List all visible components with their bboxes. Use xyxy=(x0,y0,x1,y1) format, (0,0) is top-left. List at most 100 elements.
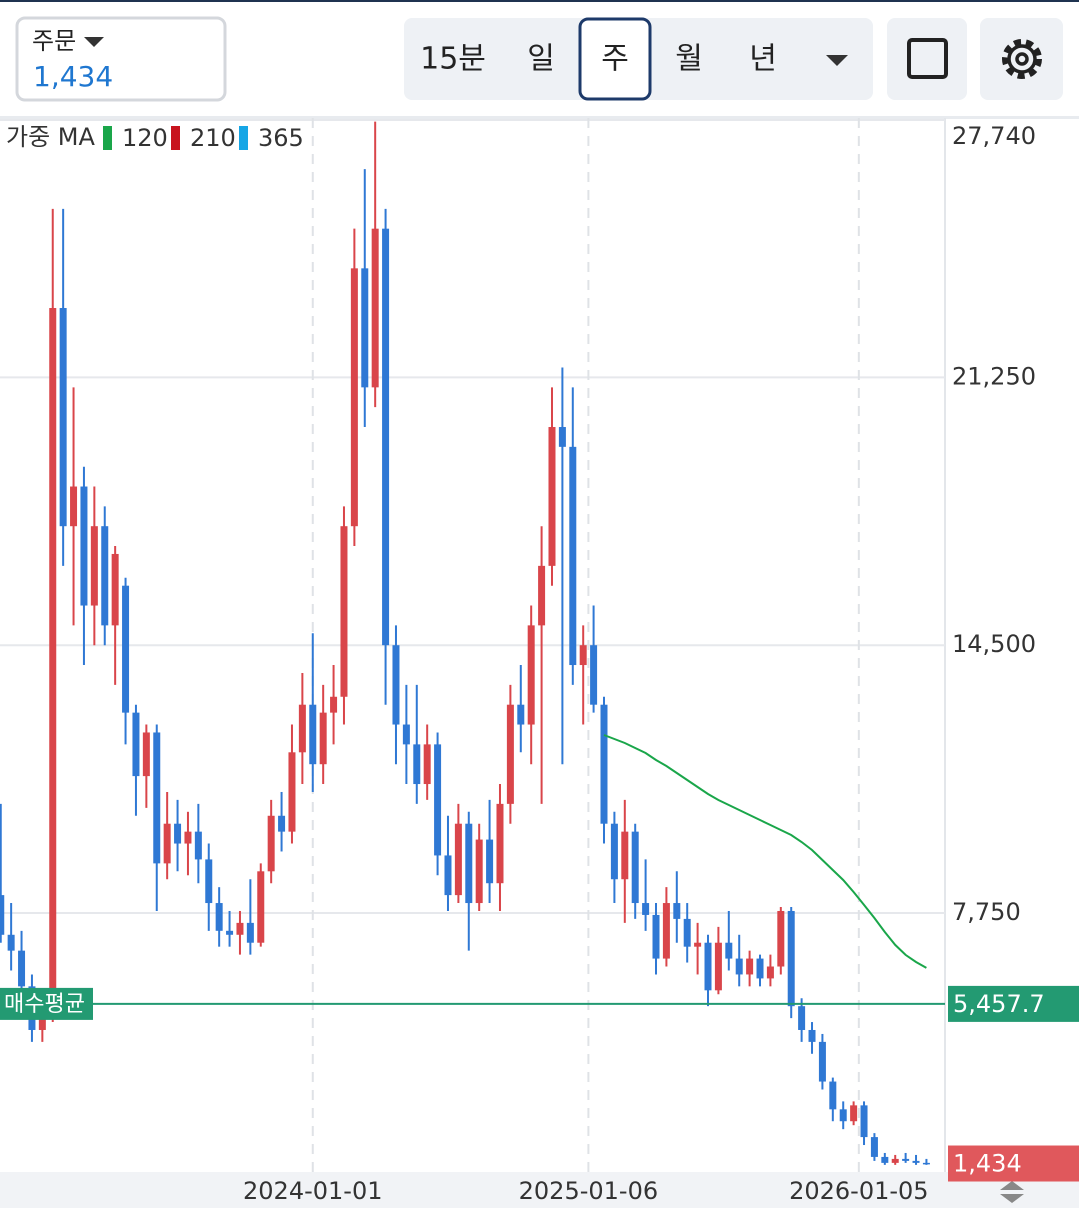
candle-body xyxy=(610,823,618,880)
tab-dropdown[interactable] xyxy=(826,55,848,66)
candle-body xyxy=(600,704,608,824)
candle-body xyxy=(278,815,286,832)
candle-body xyxy=(756,958,764,979)
x-axis-strip xyxy=(0,1172,1079,1208)
gear-teeth xyxy=(1002,39,1042,79)
candle-body xyxy=(319,712,327,765)
candle-body xyxy=(506,704,514,804)
candle-body xyxy=(111,553,119,626)
header-divider xyxy=(0,116,1079,119)
candle-body xyxy=(496,803,504,884)
square-icon xyxy=(907,38,948,79)
candle-body xyxy=(444,855,452,896)
candle-body xyxy=(18,950,26,987)
candle-body xyxy=(465,823,473,904)
candle-body xyxy=(621,831,629,880)
tab[interactable]: 일 xyxy=(527,42,555,77)
candle-body xyxy=(818,1041,826,1082)
y-tick-label: 27,740 xyxy=(952,122,1036,150)
y-tick-label: 21,250 xyxy=(952,362,1036,390)
last-price-box xyxy=(948,1145,1079,1182)
legend-swatch xyxy=(171,126,180,150)
candle-body xyxy=(309,704,317,765)
candle-body xyxy=(413,744,421,785)
candle-body xyxy=(90,526,98,606)
candle-body xyxy=(881,1156,889,1163)
candle-body xyxy=(194,831,202,860)
candle-body xyxy=(860,1105,868,1138)
y-tick-label: 14,500 xyxy=(952,630,1036,658)
candle-body xyxy=(922,1162,930,1165)
candle-body xyxy=(423,744,431,785)
reference-value-box xyxy=(948,985,1079,1022)
tab[interactable]: 년 xyxy=(749,42,777,77)
moving-average-line xyxy=(603,734,927,969)
y-tick-label: 7,750 xyxy=(952,898,1021,926)
gear-hole xyxy=(1015,52,1029,66)
candle-body xyxy=(298,704,306,753)
candle-body xyxy=(538,565,546,626)
candle-body xyxy=(340,526,348,697)
candle-body xyxy=(236,922,244,935)
candle-body xyxy=(350,268,358,527)
legend-label: 120 xyxy=(122,124,168,152)
candle-body xyxy=(226,930,234,935)
candle-body xyxy=(548,427,556,566)
candle-body xyxy=(330,696,338,713)
x-tick-label: 2026-01-05 xyxy=(789,1177,928,1205)
reference-value: 5,457.7 xyxy=(953,990,1045,1018)
candle-body xyxy=(590,645,598,705)
candle-body xyxy=(205,859,213,904)
candle-body xyxy=(0,895,5,935)
candle-body xyxy=(673,903,681,919)
tab[interactable]: 15분 xyxy=(420,42,486,77)
candle-body xyxy=(132,712,140,777)
layout-button[interactable] xyxy=(887,18,967,100)
candle-body xyxy=(267,815,275,872)
candle-body xyxy=(371,228,379,388)
candle-body xyxy=(517,704,525,725)
candle-body xyxy=(7,934,15,951)
candle-body xyxy=(652,914,660,959)
scale-handle[interactable] xyxy=(1000,1181,1024,1203)
legend-title: 가중 MA xyxy=(6,123,95,151)
last-price-label: 1,434 xyxy=(953,1150,1022,1178)
candle-body xyxy=(870,1137,878,1157)
candle-body xyxy=(288,752,296,832)
candle-body xyxy=(798,1006,806,1030)
candle-body xyxy=(683,918,691,947)
candle-body xyxy=(402,724,410,745)
legend-swatch xyxy=(239,126,248,150)
settings-button[interactable] xyxy=(980,18,1063,100)
candle-body xyxy=(891,1158,899,1163)
candle-body xyxy=(839,1109,847,1122)
dropdown-arrow xyxy=(84,37,104,47)
candle-body xyxy=(642,903,650,915)
order-box[interactable] xyxy=(15,16,227,102)
tab-selected[interactable] xyxy=(578,17,652,101)
candle-body xyxy=(777,910,785,967)
order-label: 주문 xyxy=(32,27,76,55)
candle-body xyxy=(912,1160,920,1163)
candle-body xyxy=(569,446,577,666)
candle-body xyxy=(59,308,67,527)
candle-body xyxy=(101,526,109,626)
candle-body xyxy=(714,942,722,991)
candle-body xyxy=(829,1081,837,1110)
candle-body xyxy=(735,958,743,975)
candle-body xyxy=(766,966,774,979)
candle-body xyxy=(174,823,182,844)
order-price: 1,434 xyxy=(33,60,113,93)
candle-body xyxy=(153,732,161,864)
candle-body xyxy=(662,903,670,959)
candle-body xyxy=(454,823,462,896)
candle-body xyxy=(184,831,192,844)
tab[interactable]: 월 xyxy=(675,42,703,77)
candle-body xyxy=(246,922,254,943)
x-tick-label: 2024-01-01 xyxy=(243,1177,382,1205)
candle-body xyxy=(122,585,130,713)
candle-body xyxy=(631,831,639,904)
tab[interactable]: 주 xyxy=(601,42,629,77)
candle-body xyxy=(70,486,78,527)
